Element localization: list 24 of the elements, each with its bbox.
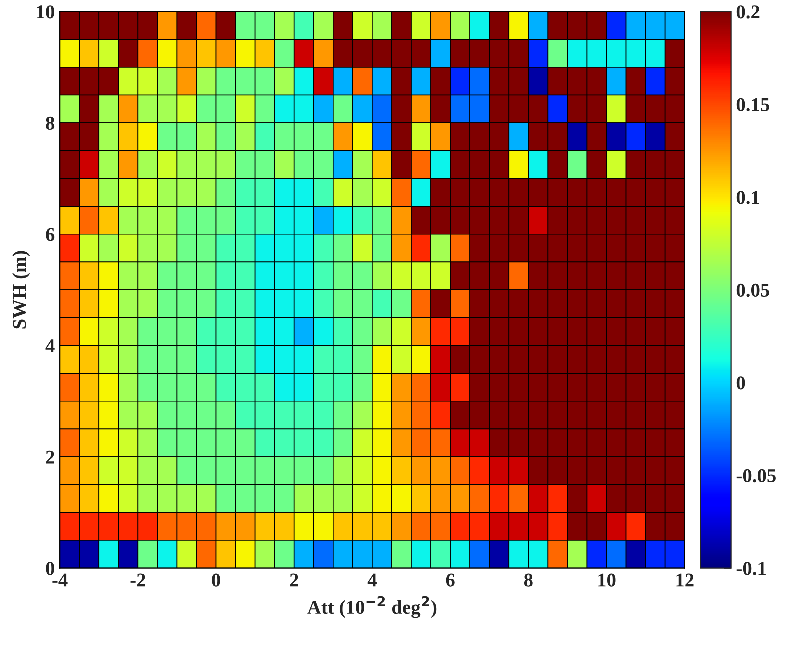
x-axis-title: Att (10$^{−2}$ deg$^{2}$) xyxy=(308,596,437,618)
x-tick-label: -2 xyxy=(130,574,146,587)
x-tick-label: 4 xyxy=(368,574,377,587)
color-bar-label: -0.1 xyxy=(736,562,766,576)
y-tick-label: 10 xyxy=(37,6,54,19)
color-bar-label: 0.15 xyxy=(736,98,770,112)
x-tick-label: 12 xyxy=(676,574,694,587)
y-axis-title: SWH (m) xyxy=(12,251,30,329)
color-bar-label: 0 xyxy=(736,376,746,390)
y-tick-label: 0 xyxy=(46,562,54,576)
x-tick-label: 2 xyxy=(290,574,298,587)
x-tick-label: -4 xyxy=(52,574,68,587)
color-bar-label: 0.1 xyxy=(736,191,760,204)
x-tick-label: 10 xyxy=(598,574,616,587)
x-tick-label: 6 xyxy=(446,574,455,587)
y-tick-label: 8 xyxy=(46,116,55,130)
y-tick-label: 4 xyxy=(46,340,55,352)
color-bar-label: 0.2 xyxy=(736,6,760,19)
x-tick-label: 8 xyxy=(524,574,533,587)
y-tick-label: 2 xyxy=(46,450,54,464)
color-bar-label: 0.05 xyxy=(736,284,770,298)
y-tick-label: 6 xyxy=(46,228,55,242)
x-tick-label: 0 xyxy=(212,574,220,587)
color-bar-label: -0.05 xyxy=(736,469,776,483)
